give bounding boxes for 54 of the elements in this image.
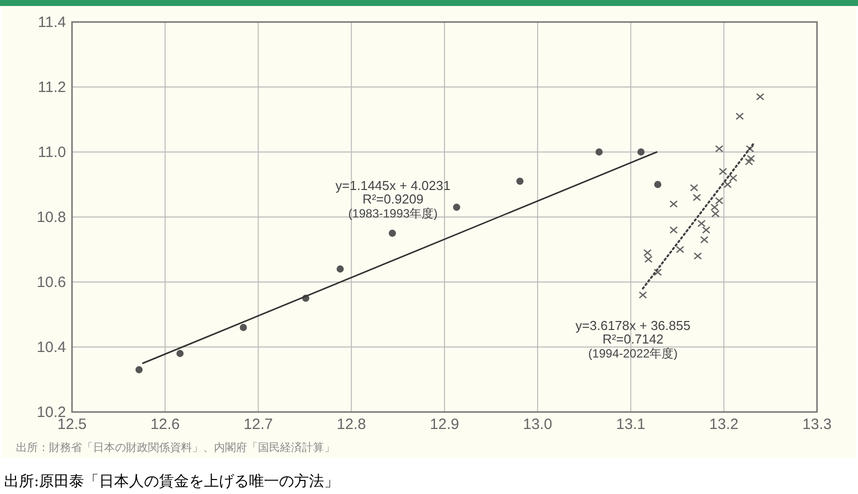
y-tick-label: 10.8 <box>36 209 66 226</box>
point <box>453 204 460 211</box>
x-tick-label: 13.2 <box>709 416 738 433</box>
point <box>637 148 645 156</box>
x-tick-label: 12.5 <box>57 416 87 433</box>
x-tick-label: 12.8 <box>336 416 366 433</box>
point <box>240 324 247 332</box>
point <box>729 174 738 182</box>
point <box>669 226 678 234</box>
point <box>654 268 662 276</box>
point <box>710 204 719 211</box>
y-tick-label: 10.6 <box>36 274 66 291</box>
point <box>711 210 720 218</box>
y-tick-label: 10.4 <box>36 339 66 356</box>
y-tick-label: 11.0 <box>38 144 66 161</box>
point <box>638 291 648 299</box>
point <box>723 180 732 188</box>
text: 出所：財務省「日本の財政関係資料」、内閣府「国民経済計算」 <box>16 441 335 454</box>
point <box>715 197 724 204</box>
y-tick-label: 11.4 <box>38 14 66 31</box>
x-tick-label: 12.7 <box>244 416 273 433</box>
point <box>694 252 702 260</box>
point <box>690 184 698 192</box>
point <box>746 154 756 162</box>
point <box>516 178 524 185</box>
point <box>654 180 662 188</box>
x-tick-label: 13.0 <box>523 416 552 433</box>
point <box>644 256 653 263</box>
point <box>135 366 143 374</box>
point <box>336 265 344 273</box>
point <box>676 246 684 254</box>
point <box>746 145 754 152</box>
point <box>744 158 754 166</box>
x-tick-label: 13.3 <box>802 416 832 433</box>
point <box>697 220 706 228</box>
point <box>700 236 708 244</box>
point <box>702 226 710 234</box>
point <box>669 200 678 208</box>
point <box>692 194 702 202</box>
point <box>595 148 603 156</box>
x-tick-label: 12.9 <box>430 416 460 433</box>
x-tick-label: 12.6 <box>150 416 180 433</box>
point <box>715 145 724 152</box>
y-tick-label: 11.2 <box>38 79 66 96</box>
point <box>756 93 764 100</box>
point <box>388 230 396 237</box>
annotation: y=3.6178x + 36.855 R²=0.7142 (1994-2022年度) <box>576 318 690 360</box>
annotation: y=1.1445x + 4.0231 R²=0.9209 (1983-1993年度) <box>336 178 450 220</box>
text: 出所:原田泰「日本人の賃金を上げる唯一の方法」 <box>4 472 340 490</box>
x-tick-label: 13.1 <box>616 416 646 433</box>
point <box>643 249 652 256</box>
point <box>736 112 744 120</box>
point <box>718 168 728 176</box>
point <box>176 350 184 358</box>
